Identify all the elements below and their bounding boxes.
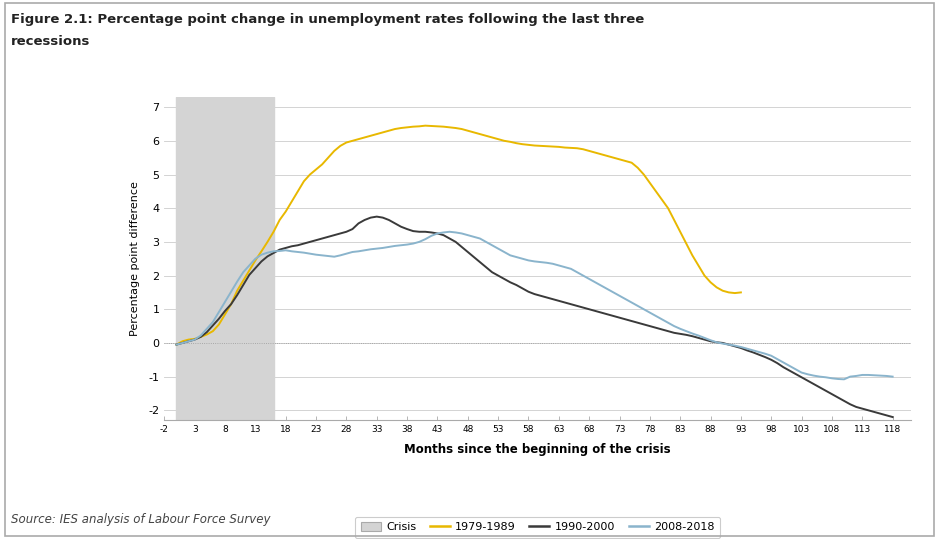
Y-axis label: Percentage point difference: Percentage point difference [130,181,140,336]
X-axis label: Months since the beginning of the crisis: Months since the beginning of the crisis [405,443,670,455]
Legend: Crisis, 1979-1989, 1990-2000, 2008-2018: Crisis, 1979-1989, 1990-2000, 2008-2018 [355,516,720,538]
Text: Figure 2.1: Percentage point change in unemployment rates following the last thr: Figure 2.1: Percentage point change in u… [11,13,644,26]
Text: Source: IES analysis of Labour Force Survey: Source: IES analysis of Labour Force Sur… [11,513,270,526]
Bar [177,97,273,420]
Text: recessions: recessions [11,35,91,48]
